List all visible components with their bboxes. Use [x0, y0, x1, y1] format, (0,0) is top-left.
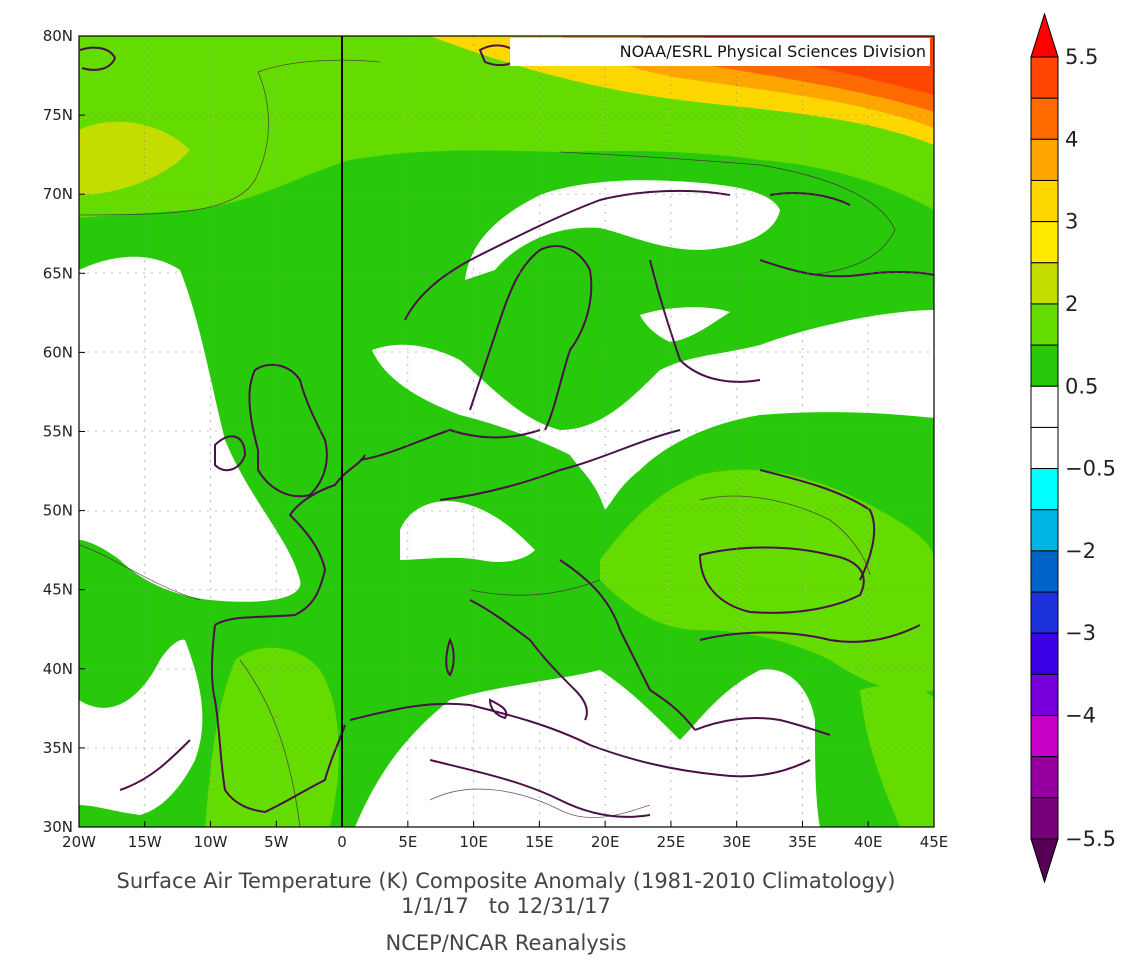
- x-tick-label: 15W: [128, 833, 162, 851]
- anomaly-fill-near-zero-mediterranean: [355, 669, 820, 827]
- colorbar-label: −5.5: [1065, 827, 1116, 851]
- colorbar-segment: [1030, 550, 1059, 593]
- y-tick-label: 70N: [43, 185, 73, 203]
- x-tick-label: 20W: [62, 833, 96, 851]
- colorbar-segment: [1030, 591, 1059, 634]
- colorbar-segment: [1030, 632, 1059, 675]
- x-tick-label: 30E: [722, 833, 751, 851]
- x-tick-label: 5W: [264, 833, 289, 851]
- anomaly-fill-near-zero-france: [400, 501, 535, 562]
- colorbar-segment: [1030, 426, 1059, 470]
- y-tick-label: 40N: [43, 660, 73, 678]
- colorbar-segment: [1030, 221, 1059, 264]
- colorbar-segment: [1030, 715, 1059, 758]
- x-axis-ticks: 20W 15W 10W 5W 0 5E 10E 15E 20E 25E 30E 35E 40E 45E: [62, 821, 948, 851]
- colorbar-label: 5.5: [1065, 45, 1098, 69]
- colorbar-segment: [1030, 179, 1059, 223]
- x-tick-label: 10W: [194, 833, 228, 851]
- anomaly-fill-near-zero-baltic: [372, 310, 934, 510]
- credit-text: NOAA/ESRL Physical Sciences Division: [620, 42, 926, 61]
- map-panel: [79, 36, 934, 827]
- colorbar-segment: [1030, 138, 1059, 181]
- y-tick-label: 65N: [43, 264, 73, 282]
- colorbar-label: −3: [1065, 621, 1096, 645]
- anomaly-fill-1-2-east: [860, 685, 934, 827]
- x-tick-label: 35E: [788, 833, 817, 851]
- colorbar-label: 3: [1065, 210, 1078, 234]
- anomaly-fill-near-zero-greenland: [79, 265, 113, 340]
- anomaly-fill-near-zero-scandinavia: [465, 180, 780, 280]
- x-tick-label: 0: [337, 833, 347, 851]
- colorbar-top-arrow: [1030, 12, 1059, 58]
- colorbar-segment: [1030, 262, 1059, 305]
- colorbar-segment: [1030, 303, 1059, 346]
- x-tick-label: 10E: [459, 833, 488, 851]
- x-tick-label: 45E: [920, 833, 949, 851]
- colorbar-segment: [1030, 344, 1059, 387]
- colorbar-segment: [1030, 673, 1059, 717]
- anomaly-fill-near-zero-atlantic: [79, 256, 301, 602]
- y-tick-label: 80N: [43, 27, 73, 45]
- contour-lines: [79, 59, 896, 827]
- x-tick-label: 40E: [854, 833, 883, 851]
- colorbar-segment: [1030, 797, 1059, 840]
- graticule: [79, 36, 934, 827]
- colorbar-label: 0.5: [1065, 374, 1098, 398]
- title-line-2: 1/1/17 to 12/31/17: [401, 894, 611, 918]
- y-tick-label: 45N: [43, 581, 73, 599]
- colorbar-segment: [1030, 756, 1059, 799]
- anomaly-fill-near-zero-southwest: [79, 639, 203, 815]
- colorbar-label: 4: [1065, 127, 1078, 151]
- colorbar-segment: [1030, 97, 1059, 140]
- colorbar-segment: [1030, 468, 1059, 511]
- y-tick-label: 35N: [43, 739, 73, 757]
- colorbar: 5.5 4 3 2 0.5 −0.5 −2 −3 −4 −5.5: [1030, 12, 1116, 884]
- coastlines-borders: [79, 44, 934, 818]
- y-tick-label: 60N: [43, 343, 73, 361]
- anomaly-fill-2-3-greenland: [79, 121, 190, 195]
- colorbar-label: −0.5: [1065, 457, 1116, 481]
- credit-box: [510, 38, 930, 66]
- x-tick-label: 20E: [591, 833, 620, 851]
- y-tick-label: 50N: [43, 502, 73, 520]
- y-tick-label: 30N: [43, 818, 73, 836]
- x-tick-label: 25E: [657, 833, 686, 851]
- colorbar-label: 2: [1065, 292, 1078, 316]
- y-tick-label: 55N: [43, 423, 73, 441]
- colorbar-label: −4: [1065, 704, 1096, 728]
- colorbar-segment: [1030, 385, 1059, 428]
- anomaly-fill-1-2-southeast: [600, 469, 934, 693]
- anomaly-fill-1-2-iberia: [205, 647, 339, 827]
- y-axis-ticks: 30N 35N 40N 45N 50N 55N 60N 65N 70N 75N 80N: [43, 27, 85, 836]
- title-line-1: Surface Air Temperature (K) Composite An…: [117, 869, 896, 893]
- colorbar-bottom-arrow: [1030, 838, 1059, 884]
- colorbar-label: −2: [1065, 539, 1096, 563]
- colorbar-segment: [1030, 56, 1059, 99]
- colorbar-segment: [1030, 509, 1059, 552]
- title-line-3: NCEP/NCAR Reanalysis: [386, 931, 627, 955]
- anomaly-fill-near-zero-russia-patch: [640, 307, 730, 342]
- x-tick-label: 5E: [398, 833, 417, 851]
- x-tick-label: 15E: [525, 833, 554, 851]
- y-tick-label: 75N: [43, 106, 73, 124]
